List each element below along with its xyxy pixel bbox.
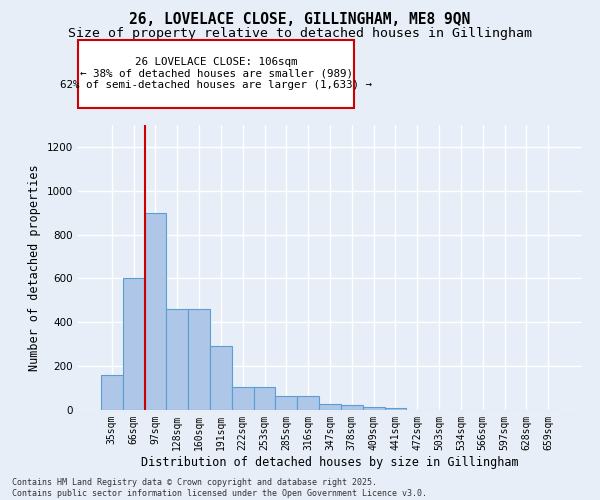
Bar bbox=[385, 408, 406, 410]
Bar bbox=[232, 387, 254, 410]
Bar bbox=[275, 396, 297, 410]
Bar bbox=[101, 375, 123, 410]
Bar bbox=[123, 278, 145, 410]
X-axis label: Distribution of detached houses by size in Gillingham: Distribution of detached houses by size … bbox=[141, 456, 519, 468]
Y-axis label: Number of detached properties: Number of detached properties bbox=[28, 164, 41, 371]
Text: 26 LOVELACE CLOSE: 106sqm
← 38% of detached houses are smaller (989)
62% of semi: 26 LOVELACE CLOSE: 106sqm ← 38% of detac… bbox=[60, 57, 372, 90]
Bar bbox=[297, 396, 319, 410]
Bar bbox=[145, 212, 166, 410]
Text: Size of property relative to detached houses in Gillingham: Size of property relative to detached ho… bbox=[68, 28, 532, 40]
Bar bbox=[254, 387, 275, 410]
Text: Contains HM Land Registry data © Crown copyright and database right 2025.
Contai: Contains HM Land Registry data © Crown c… bbox=[12, 478, 427, 498]
Bar bbox=[319, 404, 341, 410]
Bar bbox=[166, 309, 188, 410]
Bar bbox=[341, 405, 363, 410]
Bar bbox=[363, 406, 385, 410]
Bar bbox=[210, 346, 232, 410]
Text: 26, LOVELACE CLOSE, GILLINGHAM, ME8 9QN: 26, LOVELACE CLOSE, GILLINGHAM, ME8 9QN bbox=[130, 12, 470, 28]
Bar bbox=[188, 309, 210, 410]
